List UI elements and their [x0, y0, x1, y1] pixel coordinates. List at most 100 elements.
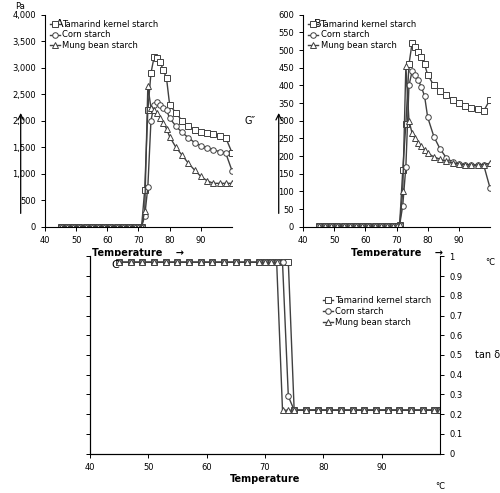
Mung bean starch — [378, 223, 384, 229]
Mung bean starch — [403, 63, 409, 69]
Mung bean starch — [116, 259, 122, 265]
Tamarind kernel starch — [456, 100, 462, 106]
Corn starch — [378, 223, 384, 229]
Mung bean starch — [437, 407, 443, 413]
Tamarind kernel starch — [394, 223, 400, 229]
Text: °C: °C — [485, 258, 495, 267]
Tamarind kernel starch — [328, 223, 334, 229]
Tamarind kernel starch — [444, 92, 450, 98]
Corn starch — [256, 259, 262, 265]
Tamarind kernel starch — [151, 54, 157, 60]
Tamarind kernel starch — [326, 407, 332, 413]
Tamarind kernel starch — [262, 259, 268, 265]
Tamarind kernel starch — [138, 223, 144, 229]
Mung bean starch — [291, 407, 297, 413]
Corn starch — [422, 93, 428, 99]
Mung bean starch — [340, 223, 346, 229]
Corn starch — [437, 407, 443, 413]
Tamarind kernel starch — [210, 131, 216, 137]
Corn starch — [116, 259, 122, 265]
Tamarind kernel starch — [396, 407, 402, 413]
Tamarind kernel starch — [431, 407, 437, 413]
Corn starch — [394, 223, 400, 229]
Mung bean starch — [366, 223, 372, 229]
Corn starch — [418, 84, 424, 90]
Tamarind kernel starch — [116, 259, 122, 265]
Tamarind kernel starch — [186, 123, 192, 129]
Tamarind kernel starch — [286, 259, 292, 265]
Corn starch — [340, 223, 346, 229]
Line: Corn starch: Corn starch — [58, 100, 235, 229]
Corn starch — [408, 407, 414, 413]
Tamarind kernel starch — [233, 259, 239, 265]
Mung bean starch — [233, 259, 239, 265]
Corn starch — [481, 162, 487, 168]
Tamarind kernel starch — [347, 223, 353, 229]
Corn starch — [204, 145, 210, 151]
Corn starch — [179, 130, 185, 136]
Legend: Tamarind kernel starch, Corn starch, Mung bean starch: Tamarind kernel starch, Corn starch, Mun… — [49, 19, 160, 51]
Corn starch — [416, 77, 422, 83]
Tamarind kernel starch — [268, 259, 274, 265]
Mung bean starch — [132, 224, 138, 230]
Line: Tamarind kernel starch: Tamarind kernel starch — [58, 54, 235, 229]
Corn starch — [322, 223, 328, 229]
Mung bean starch — [431, 407, 437, 413]
Tamarind kernel starch — [474, 106, 480, 112]
Corn starch — [353, 223, 359, 229]
Corn starch — [268, 259, 274, 265]
Tamarind kernel starch — [151, 259, 157, 265]
Corn starch — [328, 223, 334, 229]
Tamarind kernel starch — [256, 259, 262, 265]
Corn starch — [424, 114, 430, 120]
Tamarind kernel starch — [437, 88, 443, 94]
Corn starch — [372, 223, 378, 229]
Mung bean starch — [192, 167, 198, 173]
Tamarind kernel starch — [58, 224, 64, 230]
Corn starch — [437, 146, 443, 152]
Tamarind kernel starch — [174, 259, 180, 265]
Corn starch — [286, 393, 292, 399]
Mung bean starch — [396, 222, 402, 228]
Text: °C: °C — [227, 257, 237, 267]
Corn starch — [274, 259, 280, 265]
Mung bean starch — [262, 259, 268, 265]
Text: A: A — [56, 19, 64, 29]
Corn starch — [186, 135, 192, 141]
Corn starch — [244, 259, 250, 265]
Tamarind kernel starch — [424, 72, 430, 78]
Tamarind kernel starch — [450, 97, 456, 103]
Corn starch — [158, 102, 164, 108]
Tamarind kernel starch — [396, 222, 402, 228]
Mung bean starch — [456, 161, 462, 167]
Mung bean starch — [120, 224, 126, 230]
Mung bean starch — [244, 259, 250, 265]
Tamarind kernel starch — [487, 97, 493, 103]
Tamarind kernel starch — [163, 259, 169, 265]
Tamarind kernel starch — [140, 259, 145, 265]
Corn starch — [366, 223, 372, 229]
Tamarind kernel starch — [108, 224, 114, 230]
Mung bean starch — [174, 259, 180, 265]
Corn starch — [186, 259, 192, 265]
Line: Corn starch: Corn starch — [116, 259, 443, 413]
Mung bean starch — [142, 208, 148, 214]
Tamarind kernel starch — [481, 108, 487, 114]
Corn starch — [221, 259, 227, 265]
Corn starch — [280, 259, 285, 265]
Corn starch — [450, 159, 456, 165]
Corn starch — [396, 407, 402, 413]
Line: Tamarind kernel starch: Tamarind kernel starch — [116, 259, 443, 413]
Tamarind kernel starch — [322, 223, 328, 229]
Mung bean starch — [148, 105, 154, 110]
Mung bean starch — [70, 224, 76, 230]
Tamarind kernel starch — [145, 107, 151, 113]
X-axis label: Temperature    →: Temperature → — [350, 247, 442, 257]
Tamarind kernel starch — [128, 259, 134, 265]
Mung bean starch — [350, 407, 356, 413]
Mung bean starch — [359, 223, 365, 229]
Corn starch — [350, 407, 356, 413]
Mung bean starch — [408, 407, 414, 413]
Tamarind kernel starch — [216, 133, 222, 139]
Tamarind kernel starch — [403, 121, 409, 127]
